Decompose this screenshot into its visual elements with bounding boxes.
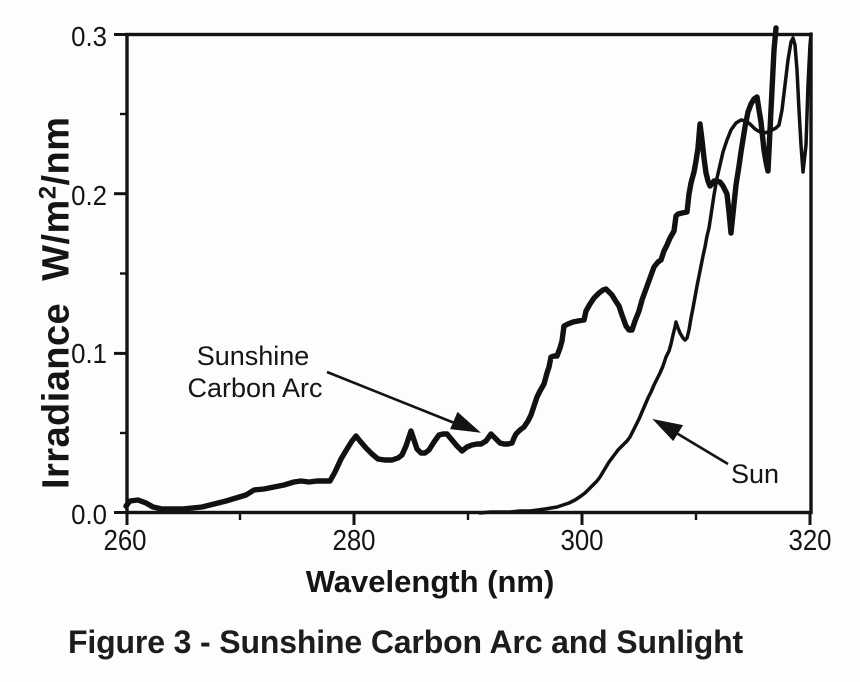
svg-text:Irradiance W/m2/nm: Irradiance W/m2/nm [35,117,78,489]
